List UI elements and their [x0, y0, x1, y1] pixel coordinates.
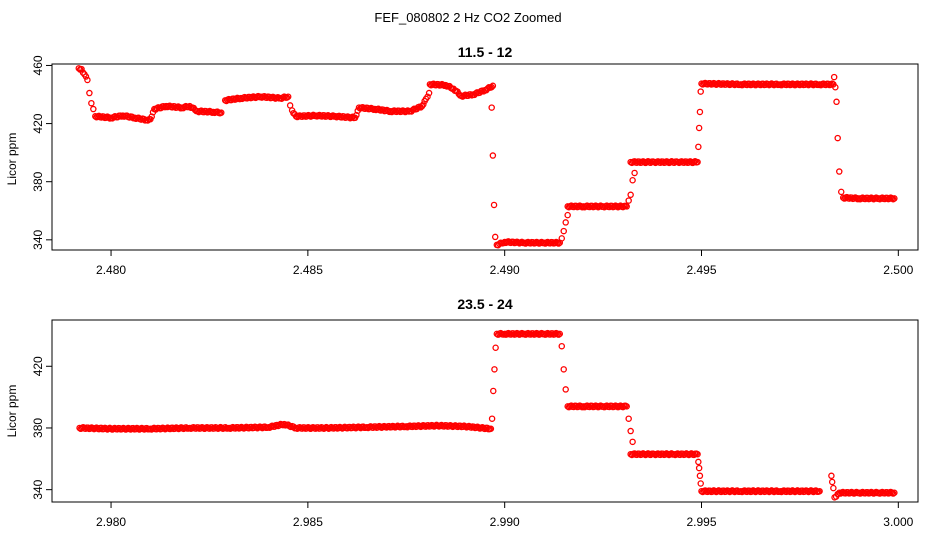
data-point	[625, 415, 632, 422]
data-point	[409, 106, 417, 114]
data-point	[833, 98, 840, 106]
data-point	[695, 143, 702, 151]
y-axis-label: Licor ppm	[5, 133, 19, 186]
data-point	[88, 99, 95, 107]
data-point	[560, 366, 567, 373]
data-point	[489, 152, 497, 159]
data-point	[627, 191, 634, 199]
data-point	[490, 387, 497, 395]
data-point	[284, 93, 292, 100]
data-point	[695, 124, 703, 132]
data-point	[488, 415, 496, 422]
data-point	[82, 73, 90, 80]
data-point	[828, 478, 836, 486]
panel-title: 11.5 - 12	[458, 44, 513, 60]
data-point	[629, 438, 636, 446]
data-point	[280, 420, 288, 428]
x-tick-label: 2.485	[293, 263, 323, 277]
data-point	[78, 65, 85, 73]
data-point	[828, 472, 835, 480]
y-axis-label: Licor ppm	[5, 385, 19, 438]
data-point	[558, 342, 566, 350]
y-axis: 340 380 420	[31, 356, 52, 500]
data-point	[425, 89, 433, 97]
y-tick-label: 340	[31, 229, 45, 249]
data-point	[492, 344, 499, 352]
x-tick-label: 3.000	[883, 515, 913, 529]
x-tick-label: 2.480	[96, 263, 126, 277]
data-point	[218, 109, 225, 116]
y-tick-label: 380	[31, 171, 45, 191]
y-axis: 340 380 420 460	[31, 55, 52, 250]
data-point	[86, 89, 93, 97]
data-point	[472, 90, 480, 97]
data-point	[816, 487, 823, 495]
data-point	[564, 211, 571, 219]
x-tick-label: 2.495	[686, 263, 716, 277]
panel-title: 23.5 - 24	[457, 296, 512, 312]
y-tick-label: 380	[31, 418, 45, 438]
plot-frame	[51, 63, 919, 251]
data-point	[562, 219, 569, 226]
y-tick-label: 340	[31, 479, 45, 499]
data-point	[491, 233, 499, 241]
data-point	[696, 472, 704, 480]
data-points	[75, 65, 898, 249]
data-point	[696, 108, 704, 116]
data-point	[697, 88, 704, 95]
data-point	[487, 425, 495, 432]
data-point	[631, 169, 638, 177]
data-point	[629, 176, 636, 184]
data-point	[556, 330, 564, 338]
x-tick-label: 2.985	[293, 515, 323, 529]
x-tick-label: 2.500	[883, 263, 913, 277]
y-tick-label: 420	[31, 113, 45, 133]
data-point	[75, 65, 83, 72]
x-axis: 2.480 2.485 2.490 2.495 2.500	[96, 250, 914, 277]
data-point	[830, 484, 837, 492]
data-point	[627, 427, 634, 435]
data-point	[488, 104, 495, 111]
data-point	[891, 489, 898, 496]
y-tick-label: 420	[31, 356, 45, 376]
x-tick-label: 2.980	[96, 515, 126, 529]
data-point	[558, 235, 566, 242]
data-point	[830, 73, 838, 81]
data-point	[489, 82, 497, 90]
data-points	[76, 329, 898, 501]
data-point	[562, 386, 569, 393]
data-point	[695, 464, 703, 472]
figure-title: FEF_080802 2 Hz CO2 Zoomed	[374, 10, 561, 25]
data-point	[623, 203, 630, 210]
data-point	[836, 168, 843, 175]
data-point	[695, 458, 702, 466]
data-point	[623, 403, 630, 410]
x-tick-label: 2.995	[686, 515, 716, 529]
x-tick-label: 2.490	[490, 263, 520, 277]
data-point	[90, 105, 97, 113]
plot-frame	[51, 319, 919, 503]
y-tick-label: 460	[31, 55, 45, 75]
panel-lower: 23.5 - 24 Licor ppm 340 380 420 2.980 2.985…	[5, 296, 919, 529]
data-point	[694, 450, 701, 458]
data-point	[694, 158, 701, 166]
x-axis: 2.980 2.985 2.990 2.995 3.000	[96, 502, 914, 529]
data-point	[488, 83, 495, 91]
data-point	[420, 101, 427, 108]
data-point	[490, 201, 498, 209]
data-point	[891, 195, 898, 202]
data-point	[697, 480, 704, 487]
x-tick-label: 2.990	[490, 515, 520, 529]
data-point	[560, 227, 567, 235]
data-point	[832, 84, 839, 91]
data-point	[834, 134, 841, 142]
data-point	[491, 366, 498, 373]
data-point	[837, 188, 845, 196]
data-point	[625, 197, 632, 204]
data-point	[424, 93, 431, 101]
data-point	[84, 76, 91, 84]
